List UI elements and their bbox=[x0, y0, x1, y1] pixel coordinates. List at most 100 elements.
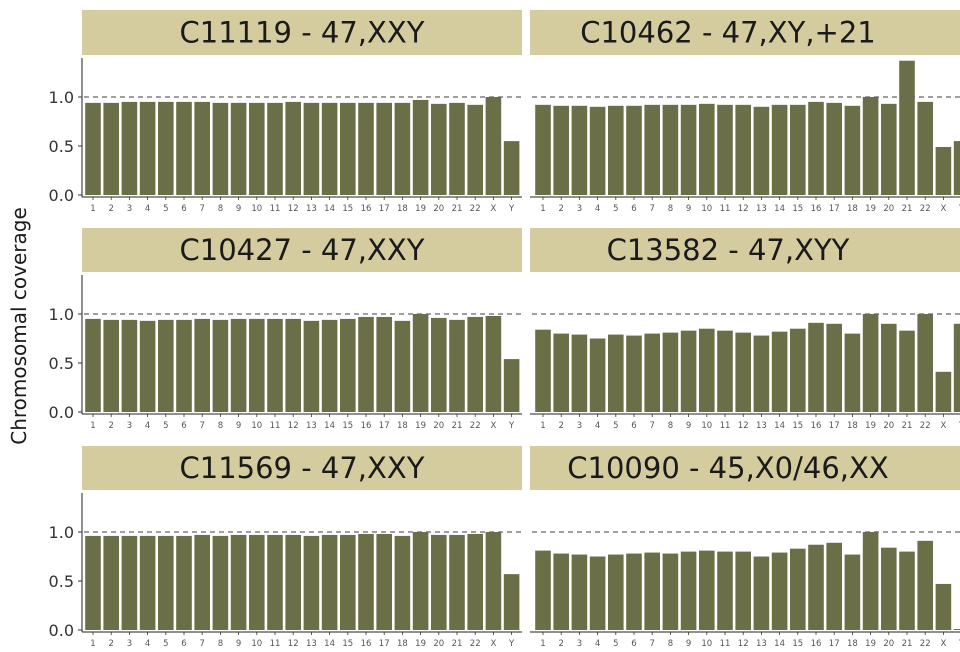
bar bbox=[285, 101, 301, 195]
bar bbox=[535, 550, 551, 630]
x-tick-label: Y bbox=[508, 639, 515, 649]
bar bbox=[449, 102, 465, 195]
bar bbox=[412, 532, 429, 630]
x-tick-label: 10 bbox=[251, 204, 262, 214]
bar bbox=[340, 534, 356, 630]
bar bbox=[376, 533, 392, 630]
bar bbox=[249, 102, 265, 195]
bar bbox=[139, 101, 156, 195]
bar bbox=[303, 320, 320, 412]
bar bbox=[626, 335, 642, 412]
x-tick-label: Y bbox=[508, 204, 515, 214]
panel-title: C10427 - 47,XXY bbox=[180, 233, 425, 267]
x-tick-label: 2 bbox=[558, 639, 563, 649]
bar bbox=[285, 318, 301, 412]
y-tick-label: 0.0 bbox=[49, 621, 74, 640]
y-tick-label: 1.0 bbox=[49, 305, 74, 324]
x-tick-label: 1 bbox=[540, 204, 545, 214]
x-tick-label: X bbox=[490, 639, 496, 649]
x-tick-label: 16 bbox=[811, 204, 822, 214]
bar bbox=[771, 104, 788, 195]
y-tick-label: 1.0 bbox=[49, 88, 74, 107]
x-tick-label: 21 bbox=[902, 639, 913, 649]
x-tick-label: 3 bbox=[577, 639, 582, 649]
bar bbox=[412, 99, 429, 195]
bar bbox=[85, 102, 101, 195]
x-tick-label: X bbox=[940, 204, 946, 214]
bar bbox=[771, 331, 788, 412]
x-tick-label: 3 bbox=[577, 421, 582, 431]
bar bbox=[680, 330, 697, 412]
x-tick-label: 13 bbox=[756, 421, 767, 431]
bar bbox=[953, 629, 960, 630]
bar bbox=[699, 550, 715, 630]
bar bbox=[753, 106, 770, 195]
bar bbox=[680, 551, 697, 630]
x-tick-label: 4 bbox=[145, 204, 150, 214]
bar bbox=[735, 551, 751, 630]
bar bbox=[176, 319, 192, 412]
x-tick-label: 12 bbox=[288, 421, 299, 431]
x-tick-label: 7 bbox=[199, 421, 204, 431]
x-tick-label: 18 bbox=[397, 639, 408, 649]
x-tick-label: 18 bbox=[847, 421, 858, 431]
x-tick-label: 8 bbox=[668, 421, 673, 431]
bar bbox=[139, 535, 156, 630]
x-tick-label: 12 bbox=[288, 204, 299, 214]
x-tick-label: 11 bbox=[720, 639, 731, 649]
bar bbox=[85, 535, 101, 630]
x-tick-label: 5 bbox=[613, 421, 618, 431]
panel-title: C10462 - 47,XY,+21 bbox=[580, 16, 876, 50]
bar bbox=[103, 319, 119, 412]
panel-title: C11119 - 47,XXY bbox=[180, 16, 425, 50]
x-tick-label: 6 bbox=[631, 204, 636, 214]
bar bbox=[881, 323, 897, 412]
x-tick-label: 13 bbox=[756, 204, 767, 214]
y-tick-label: 0.5 bbox=[49, 137, 74, 156]
x-tick-label: 11 bbox=[270, 204, 281, 214]
bar bbox=[662, 332, 679, 412]
bar bbox=[589, 556, 606, 630]
bar bbox=[303, 535, 320, 630]
bar bbox=[790, 104, 806, 195]
x-tick-label: 1 bbox=[540, 421, 545, 431]
x-tick-label: 6 bbox=[631, 421, 636, 431]
x-tick-label: 6 bbox=[631, 639, 636, 649]
x-tick-label: 15 bbox=[342, 639, 353, 649]
bar bbox=[467, 104, 483, 195]
panel-strip bbox=[530, 228, 960, 272]
bar bbox=[121, 319, 138, 412]
bar bbox=[626, 105, 642, 195]
x-tick-label: 11 bbox=[720, 204, 731, 214]
bar bbox=[321, 102, 338, 195]
x-tick-label: 22 bbox=[470, 204, 481, 214]
x-tick-label: 15 bbox=[342, 421, 353, 431]
x-tick-label: 10 bbox=[701, 421, 712, 431]
bar bbox=[358, 316, 374, 412]
x-tick-label: 4 bbox=[595, 204, 600, 214]
bar bbox=[844, 333, 861, 412]
x-tick-label: 4 bbox=[145, 421, 150, 431]
bar bbox=[503, 359, 520, 412]
x-tick-label: 11 bbox=[720, 421, 731, 431]
x-tick-label: 5 bbox=[163, 421, 168, 431]
bar bbox=[467, 316, 483, 412]
bar bbox=[139, 320, 156, 412]
panel-strip bbox=[530, 10, 960, 55]
x-tick-label: 17 bbox=[829, 639, 840, 649]
bar bbox=[953, 141, 960, 195]
x-tick-label: 16 bbox=[361, 639, 372, 649]
x-tick-label: 3 bbox=[127, 639, 132, 649]
bar bbox=[267, 534, 283, 630]
x-tick-label: 21 bbox=[452, 204, 463, 214]
x-tick-label: 2 bbox=[108, 204, 113, 214]
panel-strip bbox=[82, 228, 522, 272]
x-tick-label: X bbox=[940, 421, 946, 431]
bar bbox=[340, 318, 356, 412]
x-tick-label: 2 bbox=[558, 204, 563, 214]
x-tick-label: 10 bbox=[701, 639, 712, 649]
x-tick-label: 22 bbox=[920, 421, 931, 431]
x-tick-label: 13 bbox=[306, 421, 317, 431]
bar bbox=[431, 103, 447, 195]
bar bbox=[626, 553, 642, 630]
